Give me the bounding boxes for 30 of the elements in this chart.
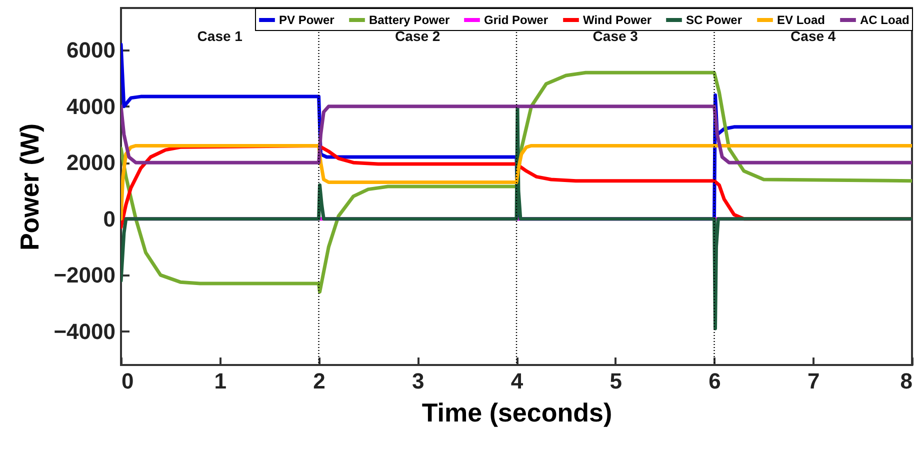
annotation: Case 4 — [790, 28, 836, 44]
annotation: Case 3 — [592, 28, 638, 44]
legend-label: Battery Power — [369, 13, 450, 27]
x-tick-label: 8 — [900, 368, 912, 394]
annotation: Case 1 — [197, 28, 243, 44]
x-tick-label: 7 — [808, 368, 820, 394]
x-axis-title: Time (seconds) — [422, 398, 612, 428]
line-series — [121, 70, 912, 294]
x-tick-label: 5 — [610, 368, 622, 394]
x-tick-label: 6 — [708, 368, 721, 394]
annotation: Case 2 — [395, 28, 440, 44]
x-tick-label: 1 — [214, 368, 226, 394]
legend-label: Wind Power — [583, 13, 652, 27]
legend-label: AC Load — [860, 13, 910, 27]
y-tick-label: −4000 — [54, 318, 116, 344]
x-tick-label: 4 — [510, 368, 524, 394]
y-tick-label: 2000 — [66, 150, 116, 176]
y-tick-label: 0 — [103, 206, 116, 232]
x-tick-label: 0 — [122, 368, 134, 394]
legend-label: SC Power — [686, 13, 742, 27]
legend-label: EV Load — [777, 13, 826, 27]
legend-label: PV Power — [279, 13, 335, 27]
x-tick-label: 3 — [412, 368, 424, 394]
x-tick-label: 2 — [313, 368, 326, 394]
y-tick-label: 4000 — [66, 94, 116, 119]
y-tick-label: 6000 — [66, 38, 116, 63]
y-axis-title: Power (W) — [14, 123, 45, 251]
legend-label: Grid Power — [484, 13, 548, 27]
line-series — [121, 104, 912, 164]
y-tick-label: −2000 — [54, 262, 116, 288]
